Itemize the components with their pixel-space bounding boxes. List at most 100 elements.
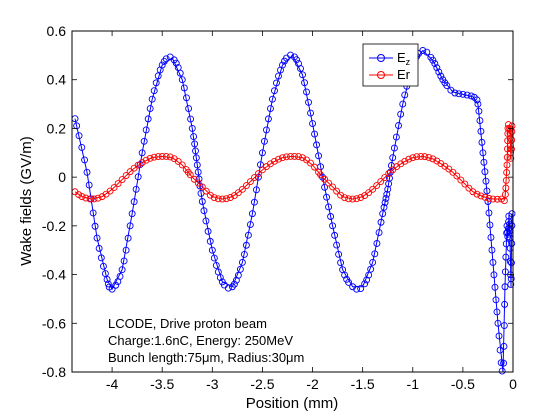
data-point-er: [507, 149, 515, 157]
data-point-ez: [483, 187, 491, 195]
x-tick-label: -3: [206, 376, 219, 392]
data-point-ez: [321, 183, 329, 191]
data-point-er: [502, 184, 510, 192]
data-point-ez: [78, 143, 86, 151]
data-point-er: [291, 152, 298, 160]
data-point-er: [429, 155, 437, 163]
data-point-er: [369, 185, 377, 193]
data-point-ez: [85, 181, 93, 189]
x-axis-label: Position (mm): [246, 395, 339, 412]
data-point-ez: [176, 69, 184, 77]
data-point-ez: [190, 133, 198, 140]
data-point-er: [325, 179, 333, 187]
data-point-er: [469, 188, 477, 196]
data-point-ez: [140, 137, 148, 145]
data-point-ez: [371, 250, 379, 258]
data-point-er: [341, 194, 349, 202]
data-point-ez: [325, 203, 333, 211]
data-point-ez: [246, 221, 254, 229]
data-point-er: [317, 171, 325, 179]
data-point-er: [194, 179, 202, 187]
data-point-ez: [204, 227, 212, 235]
data-point-er: [413, 153, 421, 161]
data-point-ez: [395, 122, 402, 129]
data-point-ez: [437, 72, 445, 80]
data-point-ez: [488, 246, 496, 254]
data-point-ez: [502, 253, 510, 261]
data-point-ez: [301, 79, 308, 87]
data-point-ez: [75, 132, 83, 140]
data-point-er: [110, 184, 118, 191]
data-point-ez: [429, 56, 437, 64]
data-point-ez: [309, 120, 316, 128]
data-point-ez: [496, 346, 504, 354]
data-point-er: [401, 157, 409, 165]
data-point-ez: [152, 79, 160, 87]
data-point-ez: [497, 359, 505, 367]
tick-layer: -4 -3.5 -3 -2.5 -2 -1.5 -1 -0.5 0 -0.8 -0.6 -0.4 -0.…: [42, 23, 517, 392]
data-point-er: [246, 178, 254, 186]
data-point-ez: [307, 109, 314, 117]
data-point-ez: [260, 137, 268, 145]
data-point-ez: [490, 271, 498, 279]
data-point-er: [279, 154, 286, 162]
data-point-ez: [103, 275, 111, 283]
data-point-ez: [180, 84, 188, 92]
y-tick-label: 0.6: [47, 23, 67, 39]
x-tick-label: -2.5: [250, 376, 274, 392]
data-point-er: [329, 183, 337, 191]
data-point-er: [461, 180, 469, 188]
data-point-er: [457, 176, 465, 184]
data-point-ez: [329, 222, 337, 230]
data-point-ez: [116, 272, 124, 280]
data-point-er: [345, 195, 353, 203]
data-point-ez: [479, 149, 487, 157]
y-tick-label: -0.2: [42, 218, 66, 234]
data-point-er: [138, 159, 146, 166]
data-point-ez: [477, 127, 485, 135]
data-point-ez: [104, 280, 112, 288]
data-point-ez: [258, 149, 266, 157]
data-point-er: [507, 154, 515, 162]
data-point-ez: [154, 72, 162, 80]
data-point-er: [146, 154, 154, 162]
data-point-ez: [248, 210, 256, 218]
data-point-ez: [185, 105, 193, 112]
data-point-er: [214, 195, 222, 203]
data-point-ez: [146, 105, 154, 113]
legend-box: [362, 43, 419, 87]
annotation-line-1: LCODE, Drive proton beam: [108, 316, 267, 331]
data-point-er: [254, 170, 262, 178]
data-point-er: [503, 161, 511, 169]
data-point-ez: [194, 168, 202, 176]
data-point-ez: [191, 140, 199, 148]
legend-marker-er: [377, 71, 385, 79]
data-point-ez: [158, 61, 166, 69]
data-point-ez: [327, 213, 335, 220]
data-point-er: [353, 195, 361, 203]
data-point-ez: [423, 48, 431, 56]
data-point-ez: [97, 254, 105, 262]
y-tick-label: 0.4: [47, 72, 67, 88]
data-point-er: [503, 169, 511, 176]
data-point-ez: [377, 218, 385, 226]
data-point-er: [405, 155, 413, 163]
data-point-ez: [367, 265, 375, 273]
data-point-er: [381, 174, 389, 182]
data-point-ez: [451, 89, 459, 97]
data-point-er: [75, 191, 83, 199]
data-point-ez: [224, 284, 232, 292]
data-point-ez: [493, 308, 501, 316]
data-point-ez: [498, 367, 506, 375]
data-point-ez: [501, 268, 509, 276]
data-point-er: [385, 170, 393, 178]
data-point-ez: [335, 250, 343, 258]
data-point-ez: [287, 51, 294, 59]
data-point-ez: [341, 271, 349, 279]
data-point-ez: [433, 64, 441, 72]
data-point-ez: [349, 283, 357, 291]
data-point-ez: [198, 198, 206, 205]
data-point-ez: [467, 92, 475, 100]
data-point-ez: [361, 280, 369, 288]
